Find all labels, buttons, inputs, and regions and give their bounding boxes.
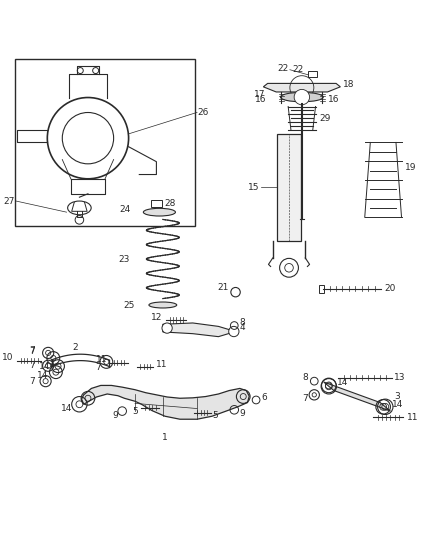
Text: 19: 19: [405, 163, 417, 172]
Text: 29: 29: [320, 114, 331, 123]
Text: 13: 13: [394, 373, 405, 382]
Text: 8: 8: [240, 319, 246, 327]
Text: 11: 11: [96, 356, 107, 364]
Text: 1: 1: [162, 433, 168, 442]
Text: 4: 4: [240, 323, 245, 332]
Bar: [308, 71, 317, 77]
Text: 11: 11: [406, 413, 418, 422]
Ellipse shape: [149, 302, 177, 308]
Text: 24: 24: [120, 205, 131, 214]
Text: 10: 10: [3, 353, 14, 362]
Text: 7: 7: [29, 377, 35, 386]
Polygon shape: [324, 382, 390, 411]
Text: 21: 21: [218, 282, 229, 292]
Text: 16: 16: [255, 95, 267, 104]
Text: 9: 9: [112, 411, 118, 421]
Circle shape: [279, 259, 298, 277]
Text: 26: 26: [197, 108, 208, 117]
Text: 17: 17: [254, 91, 265, 100]
Ellipse shape: [143, 208, 176, 216]
Text: 14: 14: [39, 362, 51, 370]
Text: 5: 5: [133, 407, 138, 416]
Text: 15: 15: [248, 183, 260, 192]
Text: 5: 5: [212, 411, 218, 420]
Bar: [15, 59, 195, 226]
Text: 22: 22: [278, 64, 289, 73]
Polygon shape: [263, 83, 340, 92]
Circle shape: [229, 326, 239, 337]
Ellipse shape: [280, 92, 323, 102]
Text: 2: 2: [72, 343, 78, 352]
Polygon shape: [81, 385, 249, 419]
Bar: [151, 200, 162, 206]
Text: 25: 25: [124, 301, 135, 310]
Text: 7: 7: [303, 394, 308, 403]
Text: 16: 16: [328, 95, 339, 104]
Text: 7: 7: [29, 361, 35, 370]
Text: 9: 9: [240, 409, 246, 418]
Text: 11: 11: [155, 360, 167, 369]
Text: 22: 22: [293, 65, 304, 74]
Text: 6: 6: [261, 393, 267, 402]
Text: 7: 7: [29, 346, 35, 356]
Text: 14: 14: [37, 371, 49, 380]
Text: 12: 12: [151, 313, 162, 322]
Circle shape: [162, 323, 172, 333]
Text: 14: 14: [337, 377, 349, 386]
Text: 27: 27: [3, 197, 14, 206]
Text: 23: 23: [118, 255, 130, 263]
Text: 8: 8: [303, 373, 308, 382]
Polygon shape: [163, 323, 236, 337]
Text: 28: 28: [164, 199, 176, 208]
Circle shape: [294, 90, 310, 105]
Text: 3: 3: [394, 392, 399, 401]
Text: 14: 14: [392, 400, 403, 409]
Text: 7: 7: [95, 364, 101, 373]
Text: 18: 18: [343, 80, 354, 89]
Bar: [319, 285, 324, 293]
Text: 14: 14: [61, 404, 72, 413]
Ellipse shape: [67, 201, 91, 215]
Text: 20: 20: [385, 284, 396, 293]
Bar: [277, 134, 301, 241]
Text: 7: 7: [29, 346, 35, 356]
